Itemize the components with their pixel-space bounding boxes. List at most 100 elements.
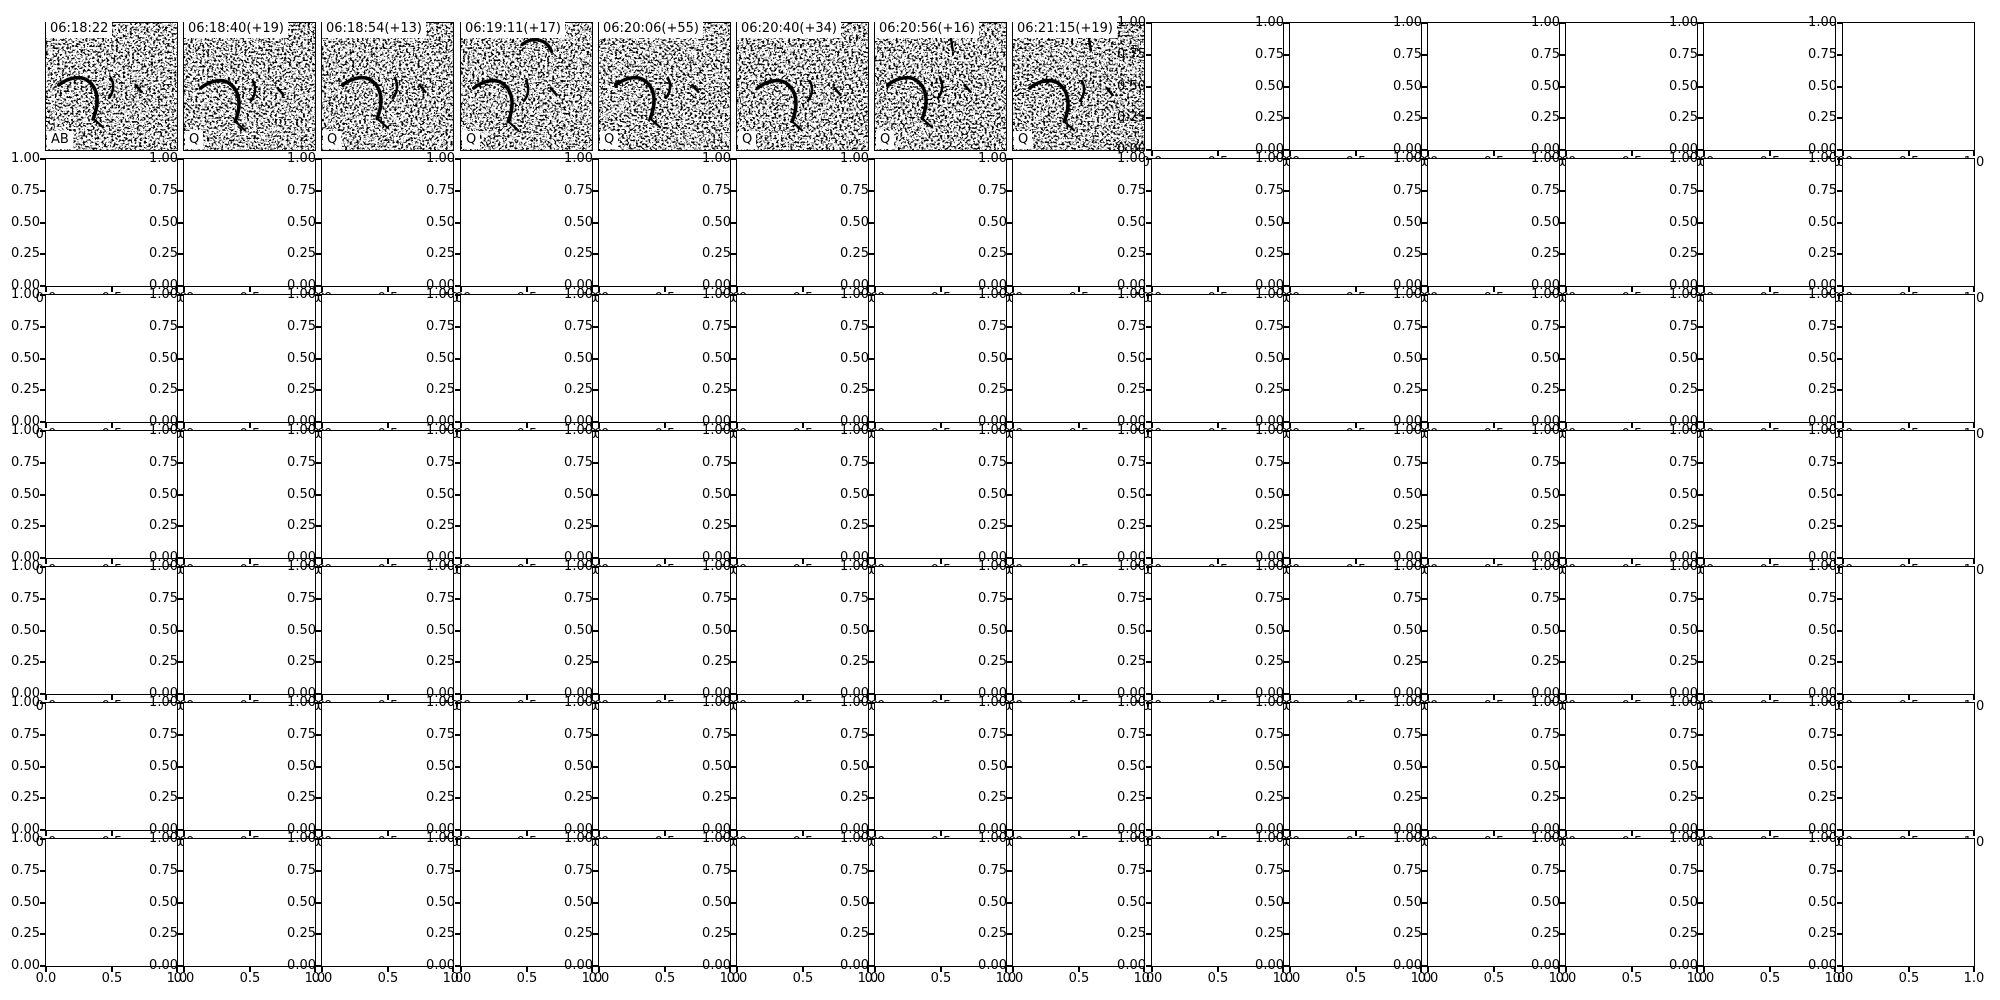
x-tick-label: 1.0 — [166, 971, 188, 986]
y-tick-mark — [40, 158, 45, 160]
y-tick-mark — [731, 902, 736, 904]
x-tick-mark — [1282, 151, 1284, 156]
empty-subplot: 1.000.750.500.250.000.00.51.0 — [1393, 695, 1569, 850]
x-tick-mark — [1558, 287, 1560, 292]
y-tick-mark — [1007, 933, 1012, 935]
x-tick-mark — [1565, 151, 1567, 156]
y-tick-label: 1.00 — [1669, 695, 1698, 710]
x-tick-mark — [387, 967, 389, 972]
empty-subplot: 1.000.750.500.250.000.00.51.0 — [149, 287, 325, 442]
y-tick-label: 0.25 — [978, 382, 1007, 397]
x-tick-mark — [664, 423, 666, 428]
x-tick-mark — [1834, 423, 1836, 428]
x-tick-mark — [591, 423, 593, 428]
y-tick-label: 1.00 — [1808, 559, 1837, 574]
y-tick-label: 0.50 — [1808, 895, 1837, 910]
x-tick-label: 0.0 — [1832, 971, 1854, 986]
y-tick-mark — [869, 358, 874, 360]
empty-subplot: 1.000.750.500.250.000.00.51.0 — [840, 559, 1016, 714]
x-tick-mark — [1631, 831, 1633, 836]
y-tick-mark — [1284, 734, 1289, 736]
y-tick-label: 0.00 — [426, 958, 455, 973]
x-tick-label: 1.0 — [857, 971, 879, 986]
y-tick-label: 0.75 — [1393, 183, 1422, 198]
y-tick-label: 0.00 — [564, 278, 593, 293]
y-tick-mark — [316, 630, 321, 632]
x-tick-mark — [1842, 559, 1844, 564]
y-tick-mark — [1837, 557, 1842, 559]
x-tick-mark — [1151, 423, 1153, 428]
y-tick-mark — [1146, 525, 1151, 527]
y-tick-mark — [178, 965, 183, 967]
x-tick-label: 0.5 — [1621, 971, 1643, 986]
y-tick-label: 1.00 — [1531, 559, 1560, 574]
y-tick-label: 1.00 — [564, 423, 593, 438]
y-tick-label: 0.25 — [1393, 110, 1422, 125]
corner-tag-label: Q — [738, 131, 757, 149]
y-tick-label: 0.25 — [149, 518, 178, 533]
timestamp-label: 06:20:06(+55) — [599, 20, 703, 38]
y-tick-label: 0.50 — [702, 487, 731, 502]
y-tick-label: 0.50 — [840, 215, 869, 230]
y-tick-mark — [731, 389, 736, 391]
empty-subplot: 1.000.750.500.250.000.00.51.0 — [1117, 287, 1293, 442]
x-tick-mark — [940, 423, 942, 428]
y-tick-mark — [1007, 494, 1012, 496]
spectrogram-panel: 06:20:06(+55) Q — [598, 20, 731, 151]
y-tick-mark — [1422, 285, 1427, 287]
x-tick-mark — [598, 831, 600, 836]
y-tick-mark — [316, 462, 321, 464]
y-tick-mark — [593, 566, 598, 568]
y-tick-label: 0.75 — [564, 863, 593, 878]
y-tick-label: 1.00 — [11, 287, 40, 302]
x-tick-mark — [249, 559, 251, 564]
x-tick-mark — [1427, 967, 1429, 972]
y-tick-label: 0.75 — [1531, 183, 1560, 198]
x-tick-mark — [867, 831, 869, 836]
y-tick-mark — [869, 294, 874, 296]
y-tick-mark — [593, 253, 598, 255]
x-tick-mark — [1703, 423, 1705, 428]
x-tick-mark — [802, 287, 804, 292]
y-tick-mark — [1007, 294, 1012, 296]
x-tick-mark — [183, 559, 185, 564]
y-tick-label: 1.00 — [287, 287, 316, 302]
y-tick-label: 0.25 — [1669, 790, 1698, 805]
y-tick-label: 0.50 — [1393, 351, 1422, 366]
y-tick-label: 0.00 — [840, 822, 869, 837]
y-tick-label: 1.00 — [1393, 287, 1422, 302]
y-tick-mark — [1560, 702, 1565, 704]
x-tick-mark — [183, 695, 185, 700]
y-tick-label: 0.25 — [11, 926, 40, 941]
x-tick-mark — [321, 287, 323, 292]
y-tick-label: 0.50 — [1808, 487, 1837, 502]
y-tick-mark — [1284, 430, 1289, 432]
y-tick-mark — [40, 326, 45, 328]
y-tick-mark — [1007, 734, 1012, 736]
x-tick-mark — [45, 967, 47, 972]
y-tick-mark — [1146, 693, 1151, 695]
x-tick-mark — [1012, 695, 1014, 700]
x-tick-label: 0.0 — [311, 971, 333, 986]
y-tick-mark — [1560, 190, 1565, 192]
y-tick-mark — [178, 358, 183, 360]
x-tick-label: 1.0 — [1133, 971, 1155, 986]
y-tick-label: 1.00 — [1808, 15, 1837, 30]
y-tick-mark — [455, 525, 460, 527]
y-tick-label: 0.00 — [702, 822, 731, 837]
y-tick-label: 0.25 — [287, 654, 316, 669]
y-tick-label: 0.50 — [287, 351, 316, 366]
y-tick-mark — [1422, 965, 1427, 967]
y-tick-mark — [731, 294, 736, 296]
y-tick-label: 0.50 — [149, 351, 178, 366]
x-tick-mark — [591, 831, 593, 836]
y-tick-mark — [1146, 557, 1151, 559]
y-tick-label: 0.75 — [840, 863, 869, 878]
x-tick-mark — [1289, 967, 1291, 972]
x-tick-mark — [591, 287, 593, 292]
y-tick-label: 0.00 — [840, 414, 869, 429]
x-tick-label: 0.0 — [1279, 971, 1301, 986]
x-tick-mark — [1558, 695, 1560, 700]
y-tick-label: 0.25 — [1669, 518, 1698, 533]
